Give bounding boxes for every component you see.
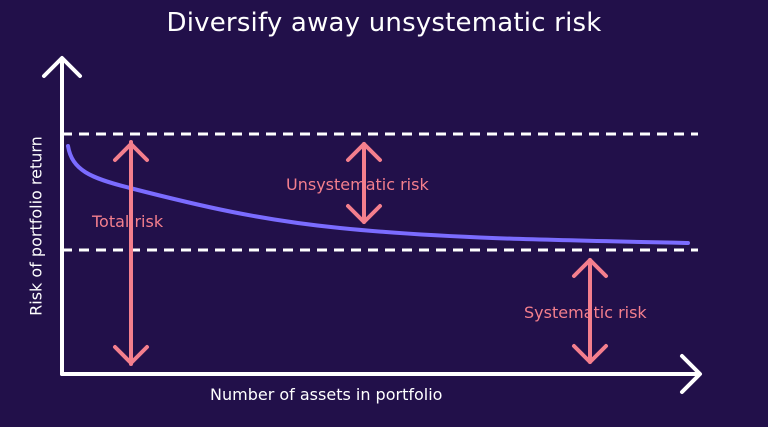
systematic-risk-label: Systematic risk xyxy=(524,303,647,322)
unsystematic-risk-label: Unsystematic risk xyxy=(286,175,429,194)
x-axis-arrowhead xyxy=(680,354,702,394)
diagram-title: Diversify away unsystematic risk xyxy=(166,8,602,38)
portfolio-risk-curve xyxy=(66,144,690,245)
systematic-risk-arrow xyxy=(572,258,608,364)
x-axis-label: Number of assets in portfolio xyxy=(210,385,443,404)
y-axis-arrowhead xyxy=(42,56,82,78)
y-axis-label: Risk of portfolio return xyxy=(26,136,46,316)
total-risk-arrow xyxy=(113,140,149,366)
total-risk-label: Total risk xyxy=(92,212,164,231)
unsystematic-risk-arrow xyxy=(346,142,382,224)
